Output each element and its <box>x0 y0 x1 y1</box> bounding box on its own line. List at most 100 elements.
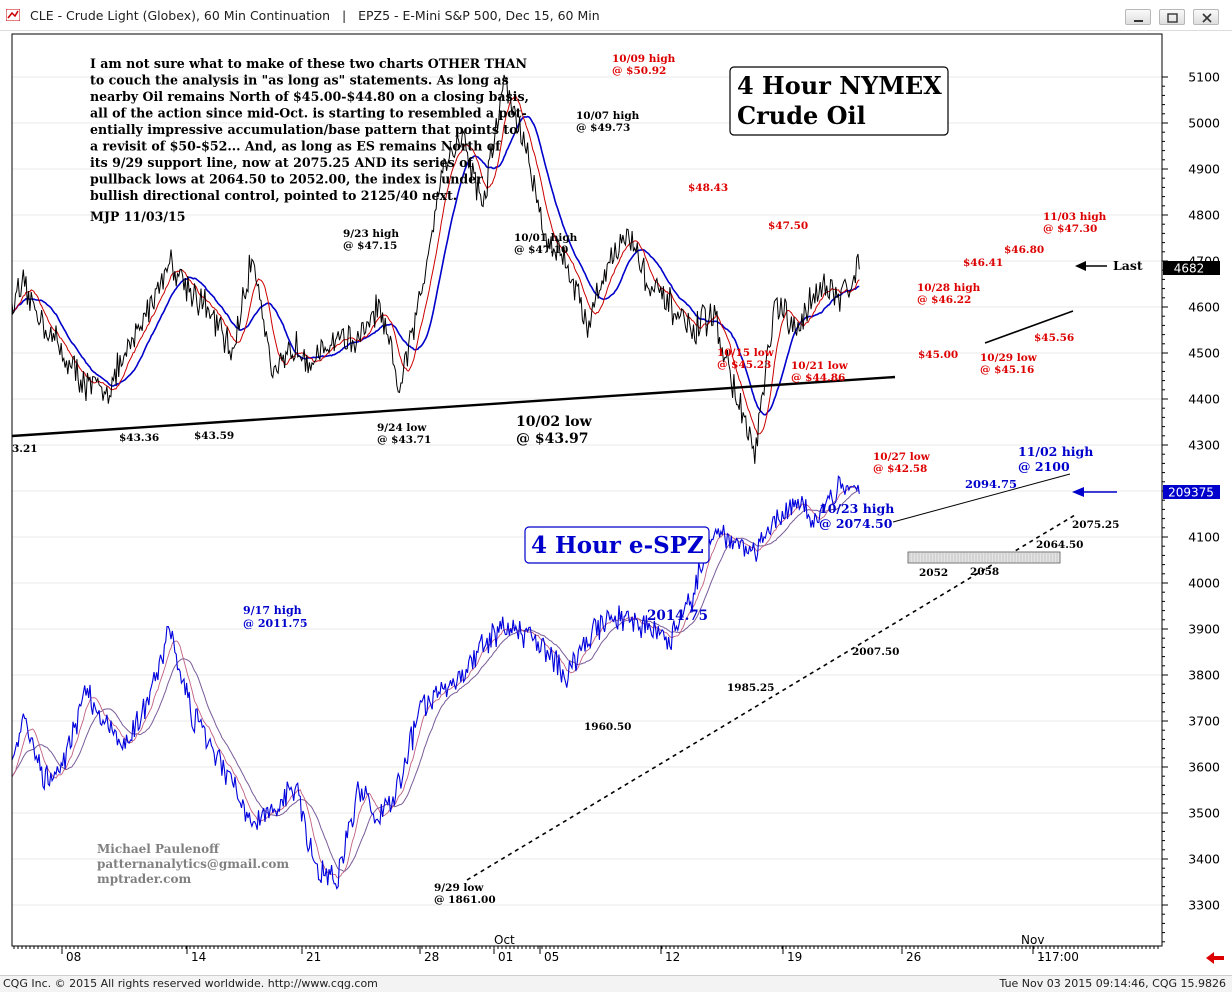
minimize-icon <box>1126 10 1150 24</box>
y-tick-label: 4800 <box>1188 208 1220 223</box>
trendlines <box>12 310 1076 881</box>
spz-price-line <box>12 475 860 890</box>
x-month-label: Oct <box>494 933 515 947</box>
y-tick-label: 3400 <box>1188 852 1220 867</box>
spz-upper-channel-line <box>892 473 1071 523</box>
crude-ma-slow-line <box>12 115 860 416</box>
plot-area <box>12 34 1162 946</box>
annotation-label: 9/23 high @ $47.15 <box>343 228 399 252</box>
y-axis: 5100500049004800470046004500440043004200… <box>1162 70 1220 943</box>
annotation-label: $43.59 <box>194 430 234 442</box>
spz-last-value-box <box>1163 485 1220 499</box>
maximize-button[interactable] <box>1159 9 1185 25</box>
y-tick-label: 4900 <box>1188 162 1220 177</box>
y-tick-label: 4000 <box>1188 576 1220 591</box>
y-tick-label: 3300 <box>1188 898 1220 913</box>
y-tick-label: 4100 <box>1188 530 1220 545</box>
crude-ma-fast-line <box>12 95 860 436</box>
commentary-line: entially impressive accumulation/base pa… <box>90 122 518 137</box>
annotation-label: 3.21 <box>12 443 38 455</box>
chart-canvas[interactable]: 5100500049004800470046004500440043004200… <box>0 30 1232 975</box>
annotation-label: $45.00 <box>918 349 958 361</box>
spz-support-zone <box>907 551 1061 564</box>
commentary-line: nearby Oil remains North of $45.00-$44.8… <box>90 89 529 104</box>
x-month-label: Nov <box>1021 933 1044 947</box>
back-arrow-icon[interactable] <box>1206 952 1224 964</box>
annotation-label: $46.41 <box>963 257 1003 269</box>
x-tick-label: 12 <box>665 950 680 964</box>
x-tick-label: 28 <box>424 950 439 964</box>
annotation-label: 10/01 high @ $47.10 <box>514 232 578 256</box>
annotation-label: 10/23 high @ 2074.50 <box>819 501 894 531</box>
spz-title-box <box>524 526 710 564</box>
y-tick-label: 3700 <box>1188 714 1220 729</box>
annotation-label: 10/21 low @ $44.86 <box>791 360 849 384</box>
annotation-label: $45.56 <box>1034 332 1074 344</box>
x-axis: 08 14 21 28 01 05 12 19 26 1 Oct Nov -17:00 <box>13 933 1159 964</box>
crude-last-value-box <box>1163 261 1220 275</box>
x-tick-label: 14 <box>191 950 206 964</box>
annotation-label: 2075.25 <box>1072 519 1120 531</box>
copyright-text: CQG Inc. © 2015 All rights reserved worl… <box>3 977 378 990</box>
annotation-label: 10/28 high @ $46.22 <box>917 282 981 306</box>
y-tick-label: 3900 <box>1188 622 1220 637</box>
crude-title-line-2: Crude Oil <box>737 101 866 130</box>
last-label: Last <box>1113 258 1143 273</box>
minimize-button[interactable] <box>1125 9 1151 25</box>
window-title: CLE - Crude Light (Globex), 60 Min Conti… <box>30 8 600 23</box>
commentary-line: to couch the analysis in "as long as" st… <box>90 73 509 88</box>
credit-line: Michael Paulenoff <box>97 842 220 856</box>
close-button[interactable] <box>1193 9 1219 25</box>
y-tick-label: 5000 <box>1188 116 1220 131</box>
commentary-line: a revisit of $50-$52... And, as long as … <box>90 139 502 154</box>
close-icon <box>1194 10 1218 24</box>
annotation-label: 9/24 low @ $43.71 <box>377 422 431 446</box>
annotations: 10/09 high @ $50.92 $48.43 $47.50 10/15 low @… <box>12 53 1120 906</box>
y-tick-label: 3800 <box>1188 668 1220 683</box>
annotation-label: 10/09 high @ $50.92 <box>612 53 676 77</box>
x-tick-label: 01 <box>498 950 513 964</box>
crude-price-line <box>12 74 860 464</box>
annotation-label: $48.43 <box>688 182 728 194</box>
commentary-line: pullback lows at 2064.50 to 2052.00, the… <box>90 172 483 187</box>
x-tick-label: 1 <box>1037 950 1045 964</box>
x-tick-label: 08 <box>66 950 81 964</box>
credit-line: mptrader.com <box>97 872 191 886</box>
credits-text: Michael Paulenoff patternanalytics@gmail… <box>97 842 293 886</box>
commentary-line: I am not sure what to make of these two … <box>90 56 527 71</box>
gridlines <box>12 76 1162 906</box>
commentary-line: all of the action since mid-Oct. is star… <box>90 106 527 121</box>
y-tick-label: 4400 <box>1188 392 1220 407</box>
cqg-app-icon <box>6 9 20 21</box>
crude-oil-chart <box>12 74 860 464</box>
annotation-label: 1960.50 <box>584 721 632 733</box>
y-tick-label: 4500 <box>1188 346 1220 361</box>
annotation-label: 9/29 low @ 1861.00 <box>434 882 496 906</box>
x-tick-label: 05 <box>544 950 559 964</box>
status-bar: CQG Inc. © 2015 All rights reserved worl… <box>0 975 1232 992</box>
annotation-label: 10/15 low @ $45.23 <box>717 347 775 371</box>
credit-line: patternanalytics@gmail.com <box>97 857 289 871</box>
annotation-label: 2064.50 <box>1036 539 1084 551</box>
crude-support-line <box>12 375 896 438</box>
annotation-label: 11/03 high @ $47.30 <box>1043 211 1107 235</box>
y-tick-label: 4600 <box>1188 300 1220 315</box>
annotation-label: 9/17 high @ 2011.75 <box>243 604 308 630</box>
spz-last-value: 209375 <box>1168 486 1214 500</box>
commentary-line: MJP 11/03/15 <box>90 209 186 224</box>
crude-rising-support-line <box>984 310 1074 344</box>
crude-last-value: 4682 <box>1174 262 1205 276</box>
spz-support-dashed-line <box>466 514 1076 881</box>
timestamp-text: Tue Nov 03 2015 09:14:46, CQG 15.9826 <box>999 977 1226 990</box>
annotation-label: $43.36 <box>119 432 159 444</box>
annotation-label: 2058 <box>970 566 999 578</box>
crude-title-line-1: 4 Hour NYMEX <box>737 71 942 100</box>
crude-last-marker: Last <box>1075 258 1143 273</box>
spz-last-marker <box>1072 487 1117 497</box>
commentary-line: its 9/29 support line, now at 2075.25 AN… <box>90 155 475 170</box>
annotation-label: 2007.50 <box>852 646 900 658</box>
annotation-label: $46.80 <box>1004 244 1044 256</box>
y-tick-label: 4300 <box>1188 438 1220 453</box>
y-tick-label: 3500 <box>1188 806 1220 821</box>
y-tick-label: 3600 <box>1188 760 1220 775</box>
